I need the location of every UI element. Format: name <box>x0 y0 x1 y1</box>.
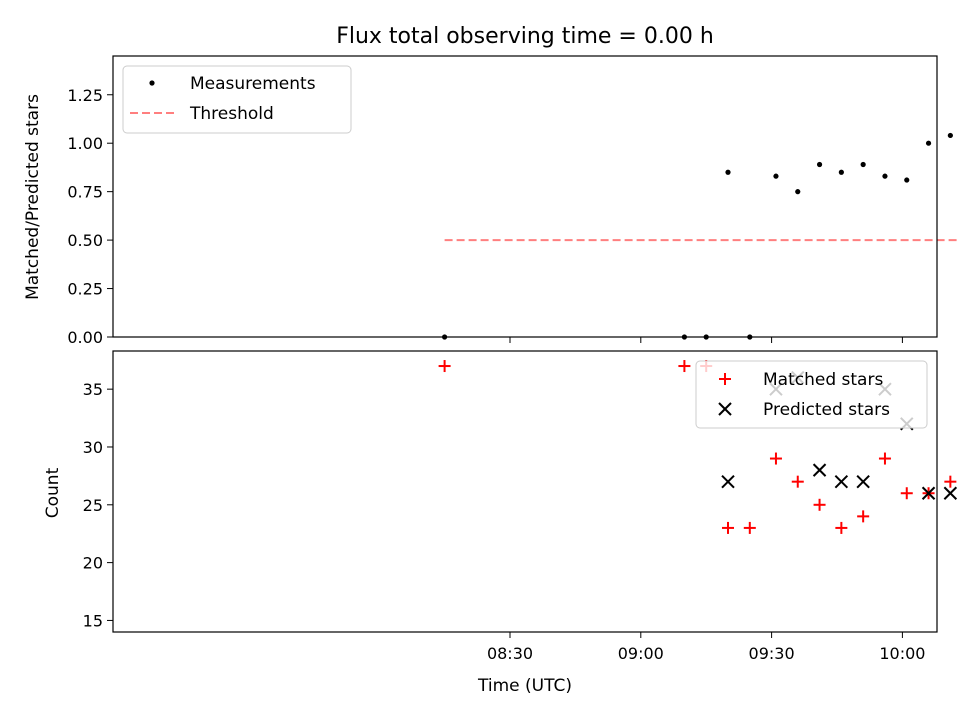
top-y-ticks: 0.00 0.25 0.50 0.75 1.00 1.25 <box>67 86 113 347</box>
bottom-axes-frame <box>112 350 938 633</box>
measurement-point <box>904 177 910 183</box>
measurement-point <box>795 189 801 195</box>
top-legend-box <box>122 65 352 134</box>
bottom-ytick-label: 15 <box>83 611 103 630</box>
matched-point <box>944 475 957 488</box>
measurement-point <box>816 161 823 168</box>
measurement-point <box>860 161 866 168</box>
matched-point <box>438 360 451 373</box>
bottom-xlabel: Time (UTC) <box>477 676 572 696</box>
matched-point <box>835 521 848 534</box>
top-ytick-label: 0.50 <box>67 231 103 250</box>
bottom-ytick-label: 20 <box>83 554 103 573</box>
top-x-ticks <box>509 337 903 343</box>
legend-matched-marker <box>719 373 731 385</box>
legend-matched-label: Matched stars <box>763 370 883 390</box>
predicted-point <box>721 474 735 489</box>
bottom-panel: Count Time (UTC) 15 20 25 30 35 08:30 09:00 09… <box>43 350 958 696</box>
top-ytick-label: 0.75 <box>67 183 103 202</box>
top-ytick-label: 0.25 <box>67 280 103 299</box>
matched-point <box>813 498 826 511</box>
matched-point <box>678 360 691 373</box>
measurement-point <box>725 169 731 175</box>
legend-threshold-label: Threshold <box>189 104 274 124</box>
top-legend: Measurements Threshold <box>122 65 352 134</box>
measurement-point <box>838 169 844 175</box>
matched-point <box>769 452 782 465</box>
bottom-ytick-label: 35 <box>83 380 103 399</box>
top-title: Flux total observing time = 0.00 h <box>336 24 714 49</box>
matched-point <box>743 521 756 534</box>
top-ytick-label: 0.00 <box>67 328 103 347</box>
matched-point <box>791 475 804 488</box>
measurement-point <box>773 173 779 179</box>
bottom-ytick-label: 25 <box>83 496 103 515</box>
top-ytick-label: 1.00 <box>67 134 103 153</box>
bottom-y-ticks: 15 20 25 30 35 <box>83 380 113 630</box>
bottom-ylabel: Count <box>43 467 63 518</box>
legend-predicted-label: Predicted stars <box>763 400 890 420</box>
top-ytick-label: 1.25 <box>67 86 103 105</box>
predicted-point <box>856 474 870 489</box>
matched-point <box>722 521 734 534</box>
top-panel: Flux total observing time = 0.00 h Match… <box>23 24 960 347</box>
bottom-xtick-label: 09:30 <box>749 644 795 663</box>
matched-point <box>900 487 913 500</box>
top-ylabel: Matched/Predicted stars <box>23 94 43 300</box>
predicted-point <box>812 463 827 477</box>
bottom-legend-box <box>695 360 928 429</box>
measurement-point <box>882 173 888 179</box>
top-axes-frame <box>112 55 938 338</box>
matched-point <box>878 452 891 465</box>
bottom-xtick-label: 09:00 <box>618 644 664 663</box>
predicted-point <box>943 486 958 500</box>
matched-point <box>857 510 870 523</box>
bottom-legend: Matched stars Predicted stars <box>695 360 928 429</box>
bottom-xtick-label: 10:00 <box>879 644 925 663</box>
predicted-point <box>921 486 936 500</box>
legend-measurements-label: Measurements <box>190 74 316 94</box>
bottom-ytick-label: 30 <box>83 438 103 457</box>
measurement-point <box>925 140 932 146</box>
legend-measurements-marker <box>149 80 155 86</box>
top-marks <box>442 132 960 340</box>
measurement-point <box>947 132 953 139</box>
bottom-xtick-label: 08:30 <box>487 644 533 663</box>
legend-predicted-marker <box>718 402 732 416</box>
predicted-point <box>834 474 849 489</box>
